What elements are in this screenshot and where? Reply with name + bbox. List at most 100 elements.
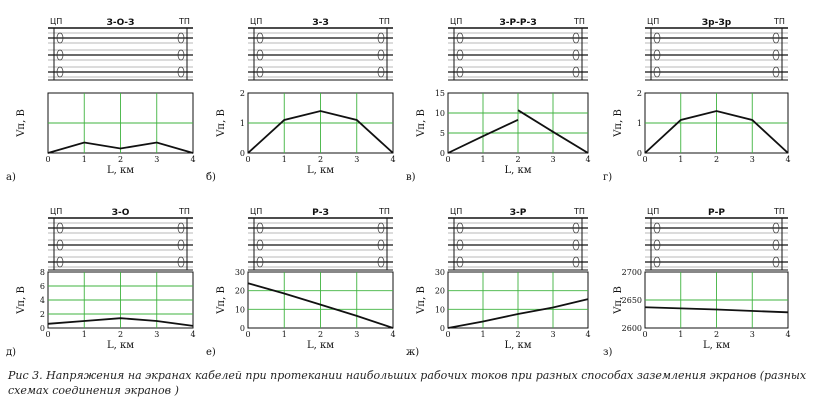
x-axis-label: L, км [307,340,334,351]
y-axis-label: Vп, В [416,286,427,315]
x-tick-label: 4 [190,330,195,339]
scheme-label: З-З [312,18,329,28]
panel-label: б) [206,172,216,183]
x-tick-label: 1 [480,330,485,339]
panel-label: з) [603,347,612,358]
panel-label: в) [406,172,416,183]
x-tick-label: 2 [318,330,323,339]
x-tick-label: 3 [154,330,159,339]
panel-5: ЦП ТПЗ-О0 1 2 3 402468Vп, ВL, кмд) [6,207,196,358]
x-axis-label: L, км [504,165,531,176]
x-tick-label: 3 [550,155,555,164]
x-tick-label: 1 [282,155,287,164]
y-tick-label: 20 [235,287,245,296]
cp-label: ЦП [450,17,462,26]
cp-label: ЦП [250,207,262,216]
y-axis-label: Vп, В [216,286,227,315]
x-tick-label: 0 [245,155,250,164]
x-tick-label: 2 [118,155,123,164]
y-tick-label: 2 [240,89,245,98]
x-tick-label: 2 [515,330,520,339]
panel-4: ЦП ТП Зр-Зр 0 1 2 3 4 0 1 2 Vп, В г) [603,17,791,183]
y-tick-label: 15 [435,89,445,98]
x-tick-label: 3 [750,155,755,164]
cp-label: ЦП [250,17,262,26]
x-tick-label: 0 [642,330,647,339]
y-tick-label: 30 [435,268,445,277]
x-tick-label: 4 [390,155,395,164]
panel-label: а) [6,172,16,183]
caption-number: 3. [32,369,43,382]
x-tick-label: 3 [354,155,359,164]
x-tick-label: 0 [45,330,50,339]
x-tick-label: 0 [642,155,647,164]
cp-label: ЦП [647,17,659,26]
tp-label: ТП [178,207,190,216]
scheme-label: З-Р [510,208,527,218]
panel-label: д) [6,347,16,358]
scheme-label: Р-Р [708,208,725,218]
panel-1: ЦП ТП З-О-З 0 1 2 3 4 Vп, В L, км а) [6,17,196,183]
figure: ЦП ТП З-О-З 0 1 2 3 4 Vп, В L, км а) ЦП ТП З-З 0 1 2 3 4 0 1… [0,0,821,409]
y-tick-label: 4 [40,296,45,305]
panel-6: ЦП ТП Р-З 0 1 2 3 4 0 10 20 30 Vп, В L, км е) [206,207,396,358]
panel-8: ЦП ТПР-Р0 1 2 3 4260026502700Vп, ВL, кмз) [603,207,791,358]
y-tick-label: 5 [440,129,445,138]
tp-label: ТП [378,17,390,26]
y-tick-label: 2 [40,310,45,319]
panel-2: ЦП ТПЗ-З0 1 2 3 4012Vп, ВL, кмб) [206,17,396,183]
x-tick-label: 2 [118,330,123,339]
tp-label: ТП [178,17,190,26]
x-tick-label: 4 [785,330,790,339]
x-tick-label: 1 [678,155,683,164]
x-tick-label: 1 [678,330,683,339]
y-axis-label: Vп, В [216,109,227,138]
panel-7: ЦП ТП З-Р 0 1 2 3 4 0 10 20 30 Vп, В L, км ж) [406,207,591,358]
y-axis-label: Vп, В [613,109,624,138]
x-tick-label: 0 [445,155,450,164]
panel-label: г) [603,172,612,183]
x-tick-label: 4 [190,155,195,164]
scheme-label: Зр-Зр [702,18,732,28]
y-tick-label: 2700 [622,268,642,277]
x-axis-label: L, км [107,165,134,176]
x-tick-label: 1 [82,155,87,164]
x-tick-label: 0 [245,330,250,339]
caption-text: Напряжения на экранах кабелей при протек… [8,369,806,397]
y-tick-label: 10 [435,109,445,118]
y-tick-label: 1 [637,119,642,128]
cp-label: ЦП [647,207,659,216]
x-tick-label: 3 [550,330,555,339]
x-tick-label: 2 [515,155,520,164]
cp-label: ЦП [50,207,62,216]
y-tick-label: 2600 [622,324,642,333]
x-tick-label: 2 [318,155,323,164]
y-tick-label: 10 [235,305,245,314]
x-tick-label: 1 [480,155,485,164]
scheme-label: З-Р-Р-З [499,18,536,28]
y-tick-label: 1 [240,119,245,128]
tp-label: ТП [773,207,785,216]
y-tick-label: 0 [240,149,245,158]
x-tick-label: 1 [82,330,87,339]
scheme-label: З-О [112,208,130,218]
x-tick-label: 1 [282,330,287,339]
x-tick-label: 3 [750,330,755,339]
scheme-label: З-О-З [107,18,135,28]
panel-label: е) [206,347,216,358]
y-tick-label: 2650 [622,296,642,305]
x-tick-label: 0 [45,155,50,164]
scheme-label: Р-З [312,208,329,218]
x-tick-label: 3 [354,330,359,339]
y-tick-label: 2 [637,89,642,98]
x-tick-label: 4 [585,330,590,339]
y-tick-label: 0 [637,149,642,158]
y-axis-label: Vп, В [16,109,27,138]
x-tick-label: 3 [154,155,159,164]
y-tick-label: 30 [235,268,245,277]
y-tick-label: 8 [40,268,45,277]
panel-label: ж) [406,347,419,358]
x-axis-label: L, км [504,340,531,351]
y-tick-label: 0 [440,149,445,158]
x-tick-label: 4 [585,155,590,164]
